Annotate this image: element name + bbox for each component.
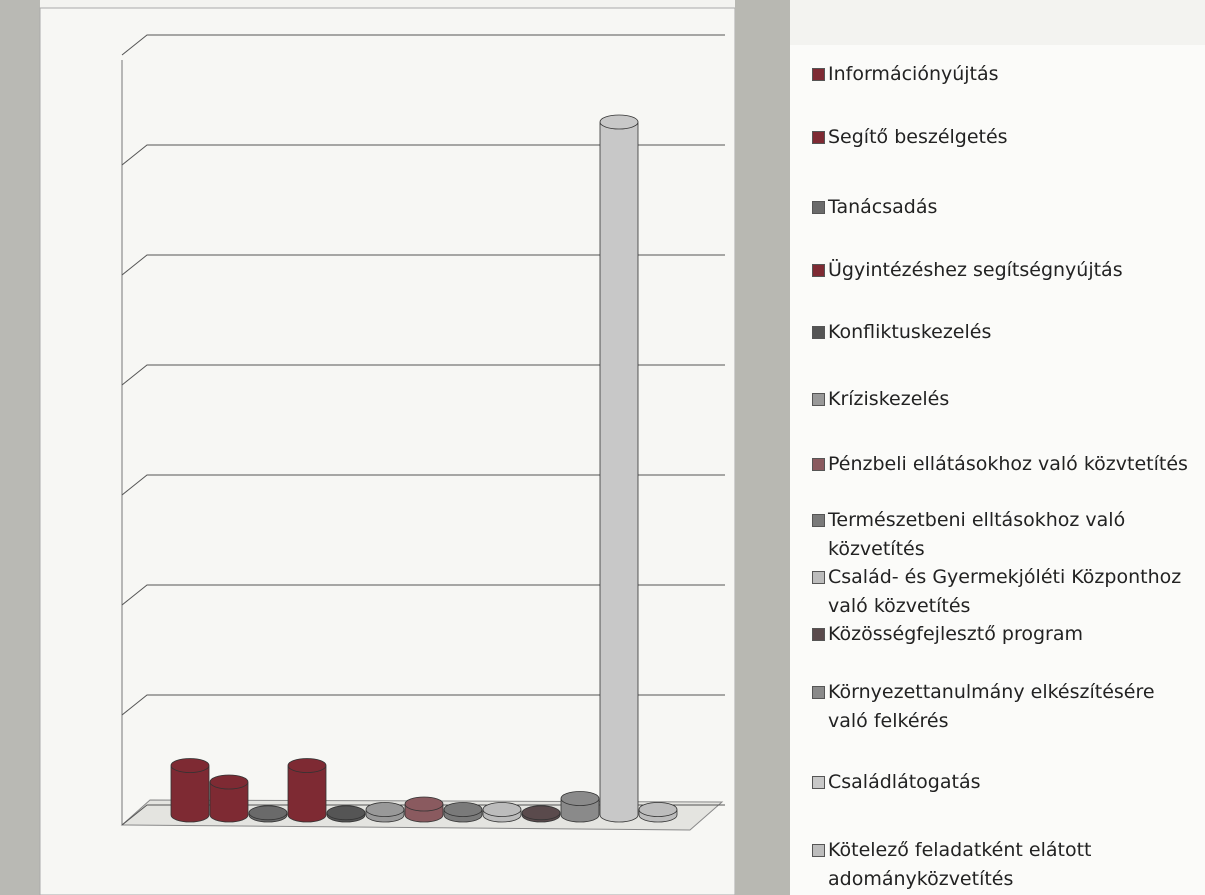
- legend-label: Pénzbeli ellátásokhoz való közvtetítés: [828, 453, 1188, 475]
- legend-label: Családlátogatás: [828, 771, 981, 793]
- bar: [248, 805, 288, 823]
- legend-swatch: [812, 201, 825, 214]
- grid-line: [121, 694, 725, 716]
- bar: [404, 796, 444, 823]
- legend-label: Környezettanulmány elkészítésére való fe…: [828, 681, 1155, 732]
- left-strip: [0, 0, 40, 895]
- legend-entry: Segítő beszélgetés: [812, 123, 1188, 152]
- legend-swatch: [812, 776, 825, 789]
- bar: [365, 802, 405, 823]
- legend-swatch: [812, 844, 825, 857]
- legend-entry: Kötelező feladatként elátott adományközv…: [812, 836, 1188, 894]
- legend-swatch: [812, 458, 825, 471]
- grid-line: [121, 584, 725, 606]
- legend-label: Tanácsadás: [828, 196, 938, 218]
- legend-entry: Kríziskezelés: [812, 385, 1188, 414]
- grid-line: [121, 34, 725, 56]
- legend-entry: Konfliktuskezelés: [812, 318, 1188, 347]
- bar: [482, 802, 522, 823]
- legend-swatch: [812, 68, 825, 81]
- bar: [521, 805, 561, 823]
- bar: [326, 805, 366, 823]
- grid-line: [121, 254, 725, 276]
- legend-swatch: [812, 264, 825, 277]
- bar: [287, 758, 327, 823]
- legend-label: Segítő beszélgetés: [828, 126, 1008, 148]
- legend-entry: Tanácsadás: [812, 193, 1188, 222]
- legend-swatch: [812, 393, 825, 406]
- legend-entry: Pénzbeli ellátásokhoz való közvtetítés: [812, 450, 1188, 479]
- legend-label: Közösségfejlesztő program: [828, 623, 1083, 645]
- bar: [599, 114, 639, 823]
- legend-entry: Családlátogatás: [812, 768, 1188, 797]
- divider-strip: [735, 0, 790, 895]
- legend-label: Információnyújtás: [828, 63, 999, 85]
- legend-swatch: [812, 131, 825, 144]
- bar: [443, 802, 483, 823]
- legend-label: Kríziskezelés: [828, 388, 950, 410]
- bar: [638, 802, 678, 823]
- grid-line: [121, 364, 725, 386]
- legend-entry: Közösségfejlesztő program: [812, 620, 1188, 649]
- legend-swatch: [812, 326, 825, 339]
- legend-entry: Információnyújtás: [812, 60, 1188, 89]
- bar: [209, 774, 249, 823]
- grid-line: [121, 804, 725, 826]
- grid-line: [121, 144, 725, 166]
- grid-line: [121, 474, 725, 496]
- legend-panel: [790, 45, 1205, 895]
- legend-entry: Természetbeni elltásokhoz való közvetíté…: [812, 506, 1188, 564]
- bar: [170, 758, 210, 823]
- legend-swatch: [812, 514, 825, 527]
- legend-label: Ügyintézéshez segítségnyújtás: [828, 259, 1123, 281]
- legend-label: Konfliktuskezelés: [828, 321, 992, 343]
- legend-swatch: [812, 571, 825, 584]
- legend-entry: Ügyintézéshez segítségnyújtás: [812, 256, 1188, 285]
- legend-label: Család- és Gyermekjóléti Központhoz való…: [828, 566, 1182, 617]
- bar: [560, 791, 600, 823]
- legend-swatch: [812, 686, 825, 699]
- legend-label: Kötelező feladatként elátott adományközv…: [828, 839, 1092, 890]
- legend-swatch: [812, 628, 825, 641]
- legend-entry: Környezettanulmány elkészítésére való fe…: [812, 678, 1188, 736]
- legend-label: Természetbeni elltásokhoz való közvetíté…: [828, 509, 1126, 560]
- legend-entry: Család- és Gyermekjóléti Központhoz való…: [812, 563, 1188, 621]
